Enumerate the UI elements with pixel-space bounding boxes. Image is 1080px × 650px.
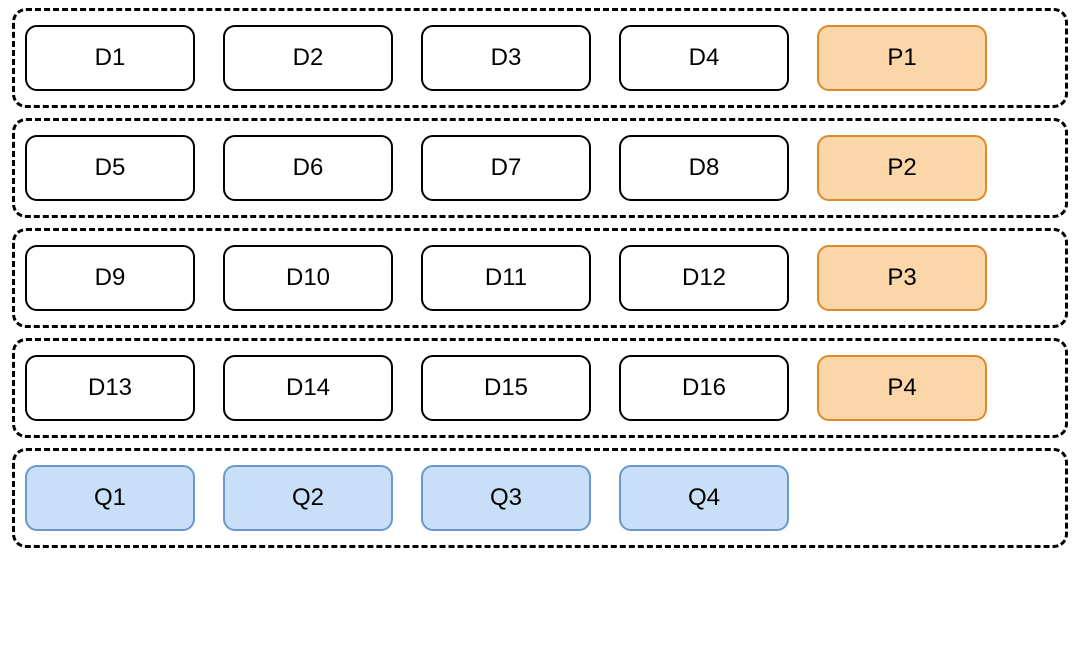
cell-d12: D12 <box>619 245 789 311</box>
cell-p4: P4 <box>817 355 987 421</box>
cell-d14: D14 <box>223 355 393 421</box>
group-row-0: D1 D2 D3 D4 P1 <box>12 8 1068 108</box>
cell-d7: D7 <box>421 135 591 201</box>
cell-q1: Q1 <box>25 465 195 531</box>
group-row-1: D5 D6 D7 D8 P2 <box>12 118 1068 218</box>
cell-p2: P2 <box>817 135 987 201</box>
cell-d6: D6 <box>223 135 393 201</box>
cell-d3: D3 <box>421 25 591 91</box>
cell-d13: D13 <box>25 355 195 421</box>
group-row-4: Q1 Q2 Q3 Q4 <box>12 448 1068 548</box>
cell-d9: D9 <box>25 245 195 311</box>
cell-d15: D15 <box>421 355 591 421</box>
cell-d8: D8 <box>619 135 789 201</box>
cell-q4: Q4 <box>619 465 789 531</box>
cell-d4: D4 <box>619 25 789 91</box>
cell-d16: D16 <box>619 355 789 421</box>
diagram-root: D1 D2 D3 D4 P1 D5 D6 D7 D8 P2 D9 D10 D11… <box>12 8 1068 548</box>
cell-p3: P3 <box>817 245 987 311</box>
cell-d10: D10 <box>223 245 393 311</box>
cell-d5: D5 <box>25 135 195 201</box>
cell-d2: D2 <box>223 25 393 91</box>
group-row-3: D13 D14 D15 D16 P4 <box>12 338 1068 438</box>
empty-slot <box>817 465 987 531</box>
cell-q3: Q3 <box>421 465 591 531</box>
cell-p1: P1 <box>817 25 987 91</box>
cell-q2: Q2 <box>223 465 393 531</box>
group-row-2: D9 D10 D11 D12 P3 <box>12 228 1068 328</box>
cell-d11: D11 <box>421 245 591 311</box>
cell-d1: D1 <box>25 25 195 91</box>
